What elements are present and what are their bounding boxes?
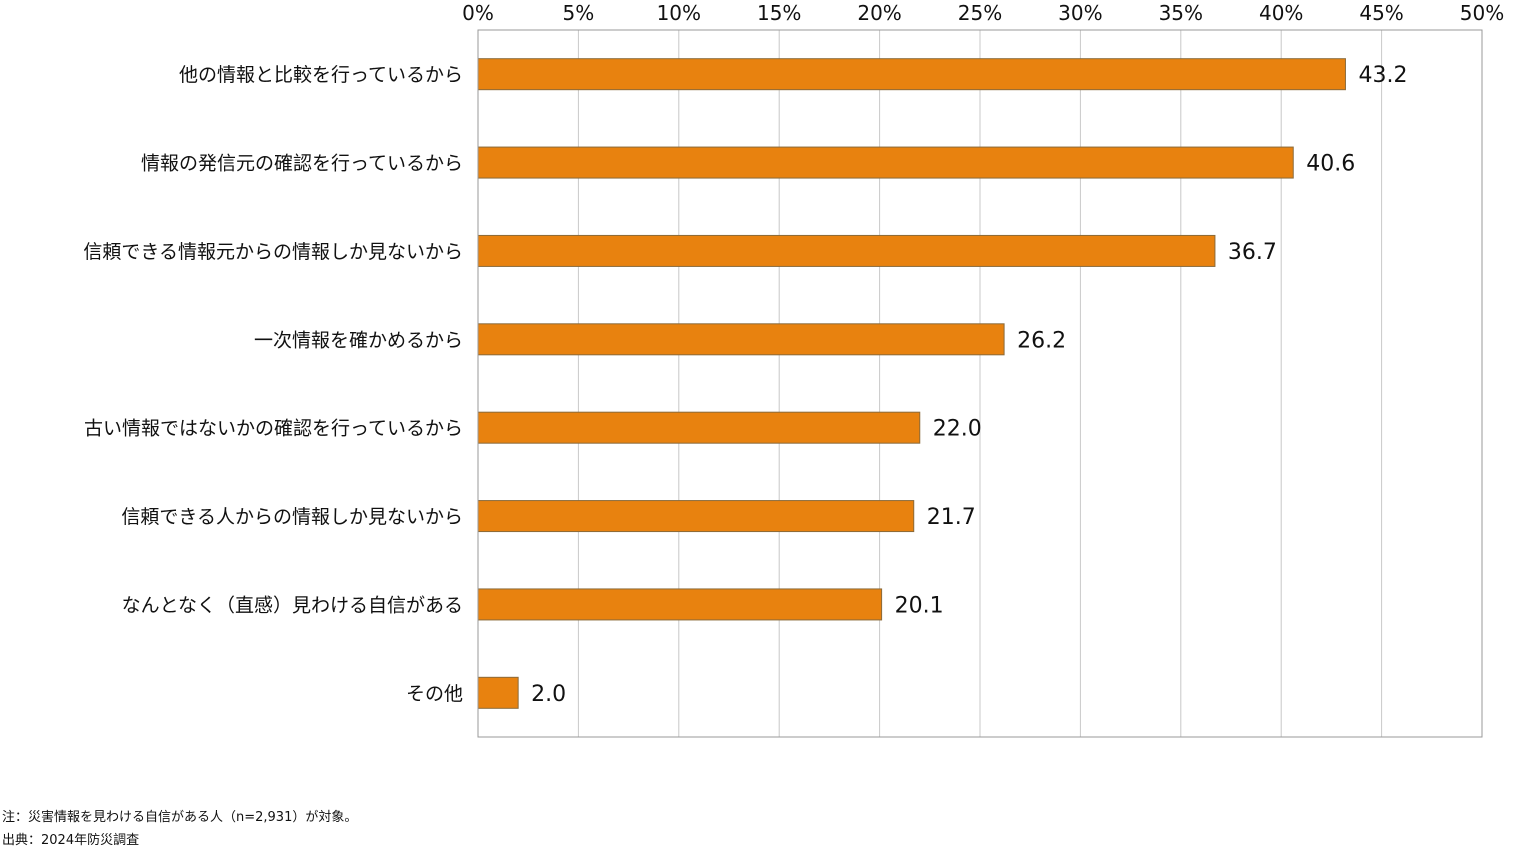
bar bbox=[477, 676, 519, 709]
x-tick-label: 20% bbox=[857, 1, 901, 25]
bar-chart: 0% 5% 10% 15% 20% 25% 30% 35% 40% 45% 50% 他の情報と比較を… bbox=[83, 1, 1504, 738]
category-label: 情報の発信元の確認を行っているから bbox=[141, 153, 463, 175]
x-tick-label: 40% bbox=[1259, 1, 1303, 25]
category-label: なんとなく（直感）見わける自信がある bbox=[122, 594, 463, 616]
value-labels: 43.2 40.6 36.7 26.2 22.0 21.7 20.1 2.0 bbox=[531, 63, 1407, 707]
x-tick-label: 5% bbox=[563, 1, 595, 25]
x-tick-label: 0% bbox=[462, 1, 494, 25]
value-label: 36.7 bbox=[1228, 240, 1277, 265]
x-tick-label: 25% bbox=[958, 1, 1002, 25]
value-label: 20.1 bbox=[895, 593, 944, 618]
category-labels: 他の情報と比較を行っているから情報の発信元の確認を行っているから信頼できる情報元… bbox=[83, 64, 463, 705]
x-tick-label: 30% bbox=[1058, 1, 1102, 25]
category-label: 信頼できる情報元からの情報しか見ないから bbox=[83, 241, 463, 263]
x-tick-labels: 0% 5% 10% 15% 20% 25% 30% 35% 40% 45% 50% bbox=[462, 1, 1504, 25]
bar bbox=[477, 146, 1294, 179]
footnote-source: 出典：2024年防災調査 bbox=[2, 833, 140, 848]
category-label: その他 bbox=[406, 683, 463, 705]
category-label: 古い情報ではないかの確認を行っているから bbox=[84, 418, 463, 440]
bars bbox=[477, 58, 1346, 709]
footnote-note: 注：災害情報を見わける自信がある人（n=2,931）が対象。 bbox=[2, 810, 358, 825]
grid-lines bbox=[577, 30, 1383, 737]
bar bbox=[477, 58, 1346, 91]
value-label: 43.2 bbox=[1358, 63, 1407, 88]
value-label: 22.0 bbox=[933, 417, 982, 442]
category-label: 他の情報と比較を行っているから bbox=[179, 64, 463, 86]
value-label: 40.6 bbox=[1306, 152, 1355, 177]
x-tick-label: 35% bbox=[1159, 1, 1203, 25]
category-label: 一次情報を確かめるから bbox=[254, 329, 463, 351]
value-label: 2.0 bbox=[531, 682, 566, 707]
x-tick-label: 10% bbox=[657, 1, 701, 25]
bar bbox=[477, 588, 883, 621]
bar bbox=[477, 323, 1005, 356]
value-label: 26.2 bbox=[1017, 328, 1066, 353]
x-tick-label: 45% bbox=[1359, 1, 1403, 25]
x-tick-label: 15% bbox=[757, 1, 801, 25]
value-label: 21.7 bbox=[927, 505, 976, 530]
plot-area-frame bbox=[477, 29, 1483, 738]
x-tick-label: 50% bbox=[1460, 1, 1504, 25]
bar bbox=[477, 411, 921, 444]
bar bbox=[477, 500, 915, 533]
category-label: 信頼できる人からの情報しか見ないから bbox=[121, 506, 463, 528]
bar bbox=[477, 234, 1216, 267]
